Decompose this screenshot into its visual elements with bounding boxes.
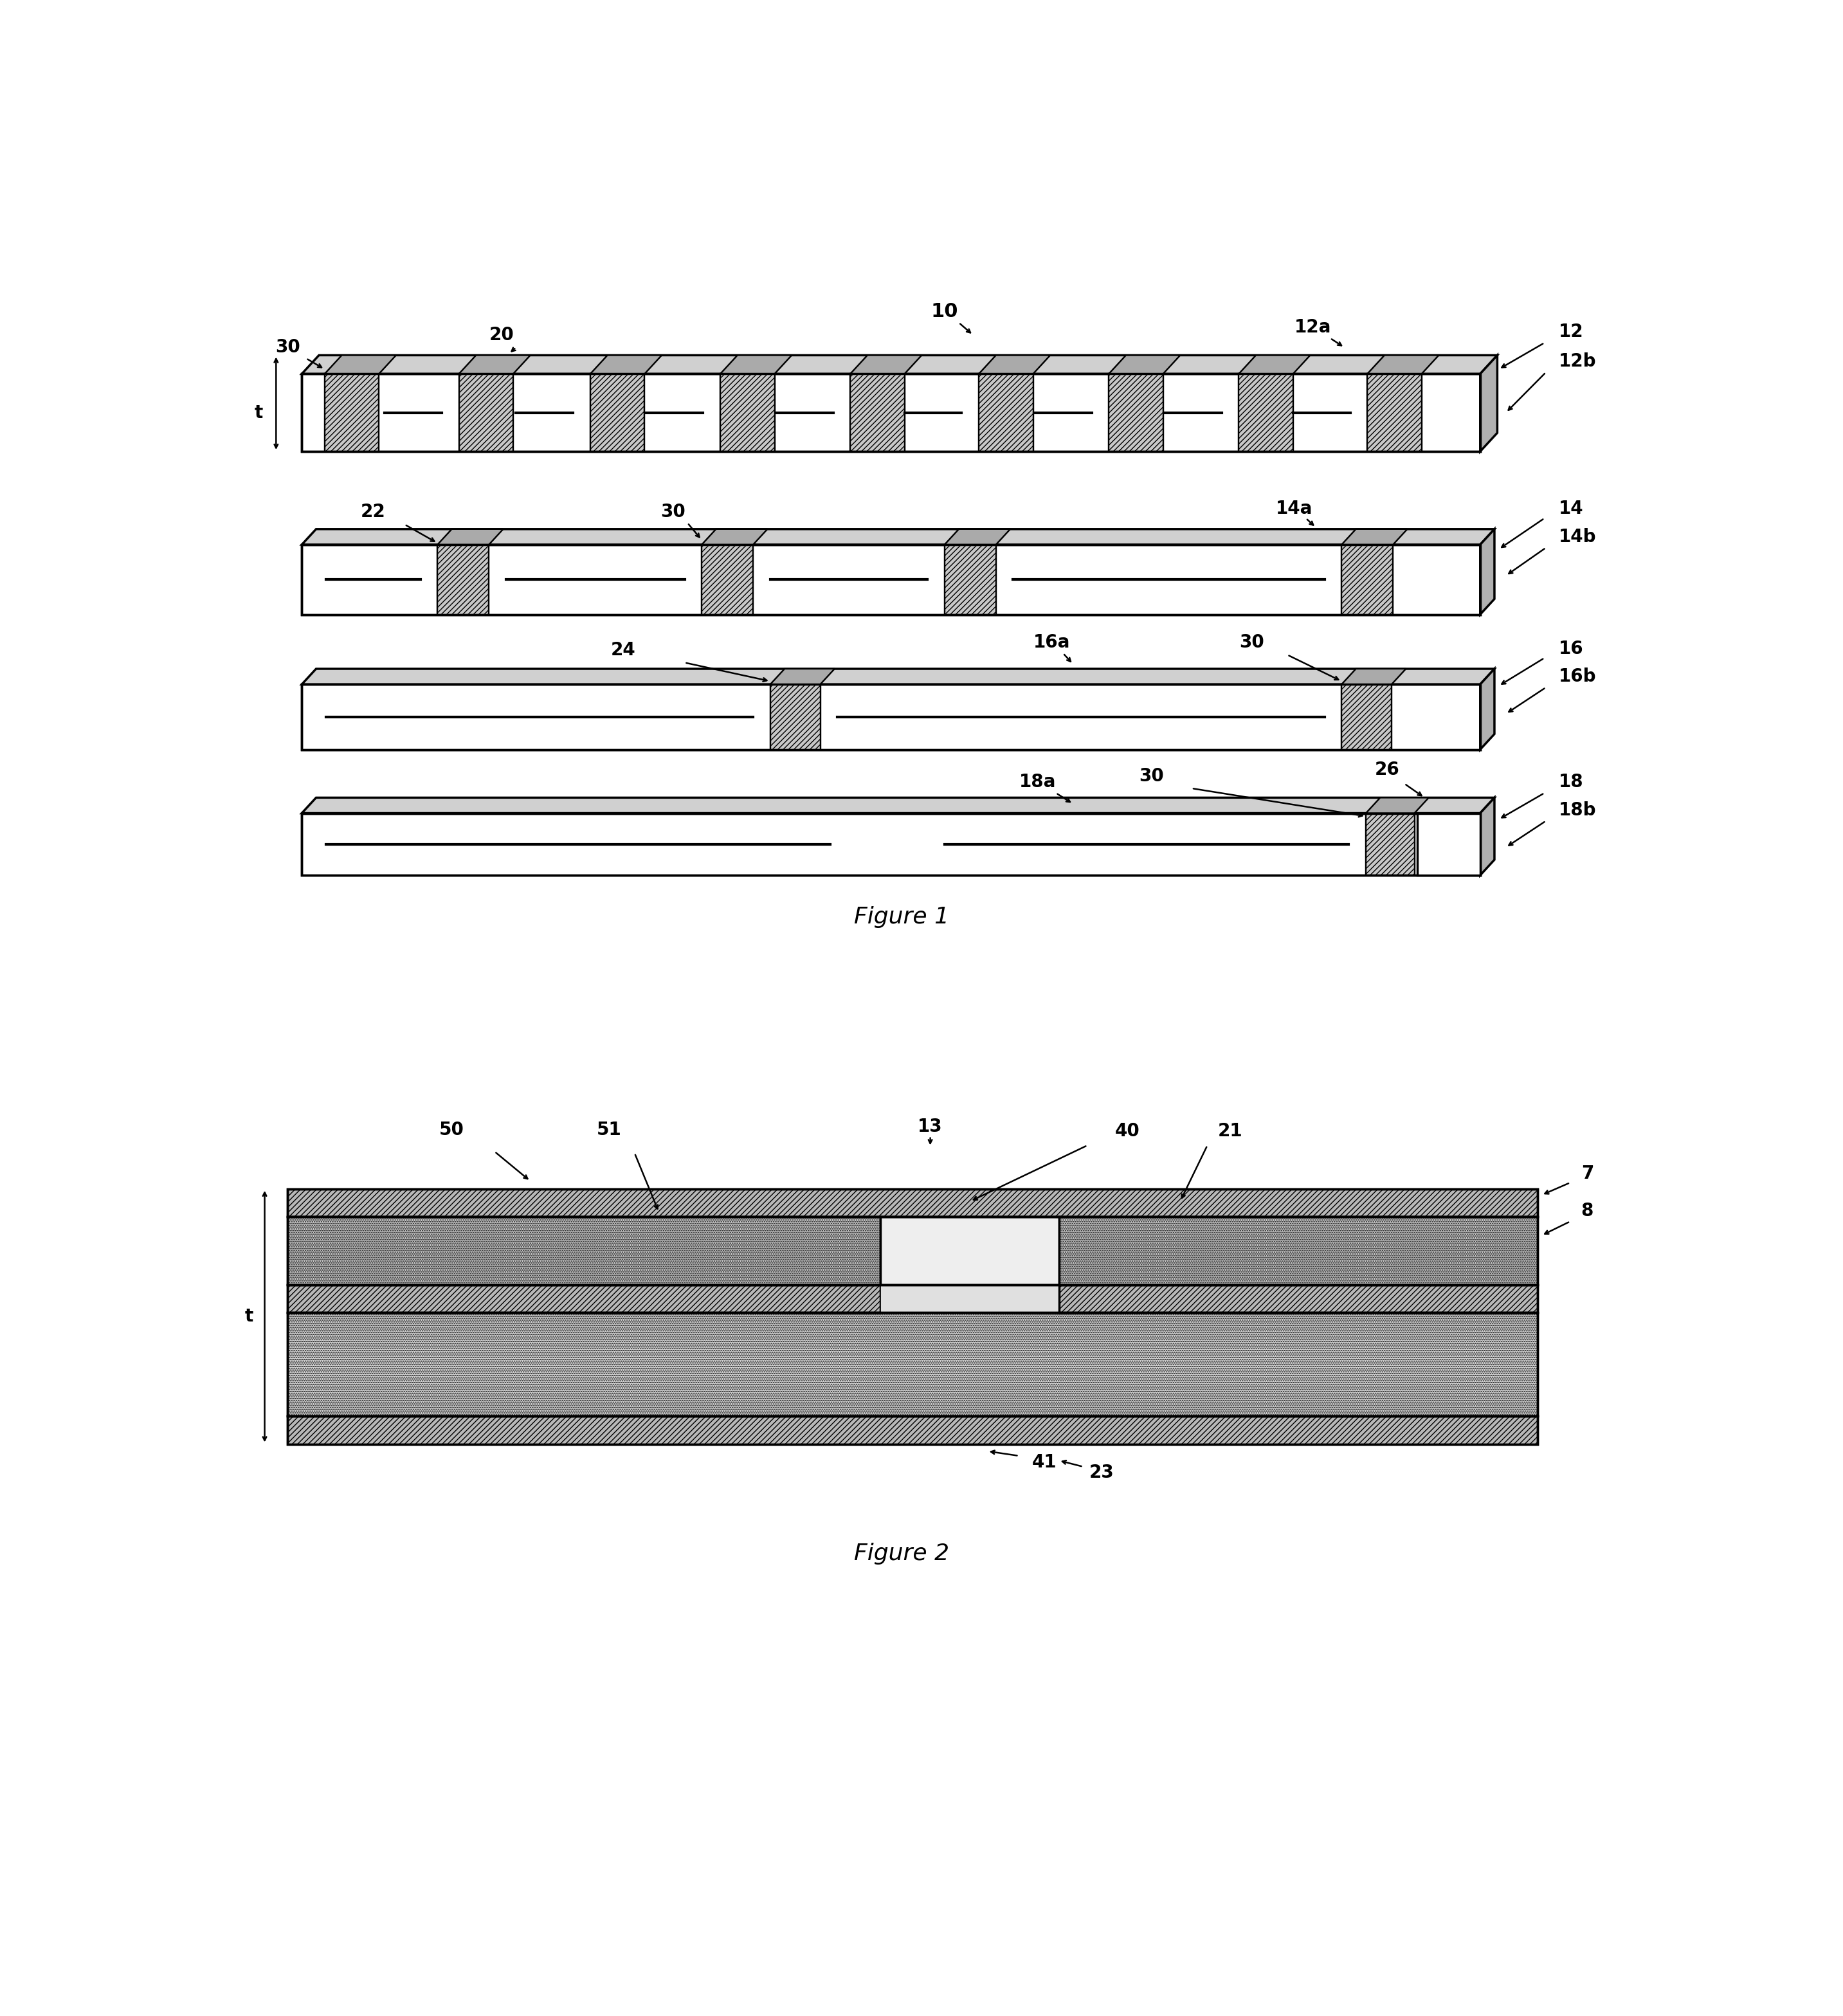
Polygon shape xyxy=(302,355,1497,373)
Bar xyxy=(944,544,995,615)
Text: 30: 30 xyxy=(1238,633,1264,651)
Bar xyxy=(1342,683,1391,750)
Text: 12b: 12b xyxy=(1559,353,1596,371)
Text: 30: 30 xyxy=(275,339,300,357)
Bar xyxy=(288,1415,1537,1443)
Polygon shape xyxy=(1480,669,1495,750)
Bar xyxy=(288,1415,1537,1443)
Bar xyxy=(288,1218,1537,1284)
Polygon shape xyxy=(302,528,1495,544)
Polygon shape xyxy=(324,355,396,373)
Text: 18: 18 xyxy=(1559,772,1583,790)
Bar xyxy=(850,373,905,452)
Text: 24: 24 xyxy=(610,641,636,659)
Text: 12a: 12a xyxy=(1294,319,1331,337)
Text: t: t xyxy=(245,1308,252,1325)
Bar xyxy=(1058,1284,1537,1312)
Bar xyxy=(1238,373,1294,452)
Polygon shape xyxy=(770,669,835,683)
Polygon shape xyxy=(944,528,1010,544)
Bar xyxy=(288,1312,1537,1415)
Text: 10: 10 xyxy=(931,302,958,321)
Text: 12: 12 xyxy=(1559,323,1583,341)
Text: 50: 50 xyxy=(439,1121,464,1139)
Polygon shape xyxy=(850,355,922,373)
Text: 7: 7 xyxy=(1581,1165,1594,1181)
Polygon shape xyxy=(302,683,1480,750)
Text: 14: 14 xyxy=(1559,500,1583,518)
Polygon shape xyxy=(1480,355,1497,452)
Bar xyxy=(590,373,645,452)
Bar xyxy=(881,1218,1058,1284)
Bar xyxy=(1417,812,1480,875)
Polygon shape xyxy=(1238,355,1310,373)
Text: 30: 30 xyxy=(660,504,686,520)
Polygon shape xyxy=(979,355,1051,373)
Polygon shape xyxy=(1480,798,1495,875)
Bar xyxy=(702,544,754,615)
Polygon shape xyxy=(1366,798,1428,812)
Bar xyxy=(881,1284,1058,1312)
Polygon shape xyxy=(302,812,1480,875)
Text: Figure 2: Figure 2 xyxy=(853,1542,949,1564)
Bar xyxy=(1342,544,1393,615)
Text: 16b: 16b xyxy=(1559,667,1596,685)
Bar xyxy=(1109,373,1163,452)
Bar xyxy=(459,373,512,452)
Bar xyxy=(721,373,774,452)
Text: 21: 21 xyxy=(1218,1123,1242,1141)
Text: 23: 23 xyxy=(1089,1464,1115,1482)
Polygon shape xyxy=(1342,669,1406,683)
Bar xyxy=(437,544,488,615)
Bar xyxy=(288,1284,1537,1312)
Bar xyxy=(770,683,820,750)
Text: Figure 1: Figure 1 xyxy=(853,907,949,927)
Polygon shape xyxy=(1109,355,1180,373)
Polygon shape xyxy=(721,355,792,373)
Bar xyxy=(1366,812,1414,875)
Text: 40: 40 xyxy=(1115,1123,1139,1141)
Bar xyxy=(288,1189,1537,1218)
Text: 13: 13 xyxy=(918,1117,942,1135)
Polygon shape xyxy=(702,528,767,544)
Text: 18a: 18a xyxy=(1019,772,1056,790)
Bar xyxy=(324,373,380,452)
Polygon shape xyxy=(1342,528,1408,544)
Text: 51: 51 xyxy=(597,1121,621,1139)
Text: 16a: 16a xyxy=(1034,633,1071,651)
Text: 14a: 14a xyxy=(1275,500,1312,518)
Text: 16: 16 xyxy=(1559,639,1583,657)
Polygon shape xyxy=(1480,528,1495,615)
Bar xyxy=(288,1189,1537,1218)
Bar xyxy=(288,1284,881,1312)
Text: 26: 26 xyxy=(1375,760,1401,778)
Text: 30: 30 xyxy=(1139,766,1165,784)
Bar xyxy=(1368,373,1421,452)
Bar xyxy=(288,1218,881,1284)
Polygon shape xyxy=(590,355,662,373)
Polygon shape xyxy=(437,528,503,544)
Polygon shape xyxy=(302,798,1495,812)
Text: 14b: 14b xyxy=(1559,528,1596,546)
Bar xyxy=(288,1312,1537,1415)
Text: 20: 20 xyxy=(488,327,514,345)
Text: 22: 22 xyxy=(361,504,385,520)
Text: 18b: 18b xyxy=(1559,800,1596,818)
Bar xyxy=(1058,1218,1537,1284)
Polygon shape xyxy=(302,669,1495,683)
Bar xyxy=(979,373,1034,452)
Polygon shape xyxy=(302,373,1480,452)
Text: 41: 41 xyxy=(1032,1454,1056,1472)
Text: 8: 8 xyxy=(1581,1202,1594,1220)
Text: t: t xyxy=(254,403,264,421)
Polygon shape xyxy=(1368,355,1439,373)
Polygon shape xyxy=(302,544,1480,615)
Polygon shape xyxy=(459,355,531,373)
